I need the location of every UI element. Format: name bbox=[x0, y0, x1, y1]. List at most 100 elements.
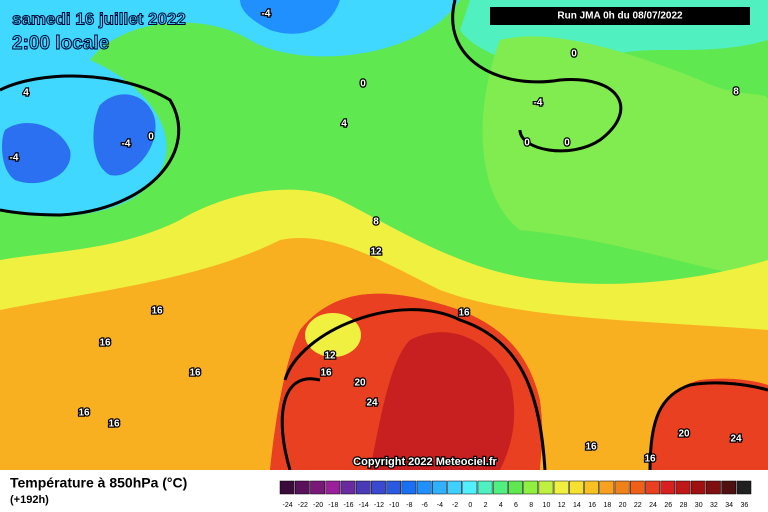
color-scale: -24 -22 -20 -18 -16 -14 -12 -10 -8 -6 -4 -2 0 2 4 6 8 10 1… bbox=[279, 480, 752, 509]
scale-label: 0 bbox=[468, 502, 472, 509]
scale-label: -6 bbox=[422, 502, 428, 509]
scale-label: 12 bbox=[558, 502, 566, 509]
scale-swatch bbox=[355, 480, 371, 495]
scale-swatch bbox=[294, 480, 310, 495]
scale-swatch bbox=[401, 480, 417, 495]
contour-label: 0 bbox=[360, 79, 366, 90]
scale-swatch bbox=[569, 480, 584, 495]
scale-swatch bbox=[645, 480, 660, 495]
scale-label: 2 bbox=[484, 502, 488, 509]
contour-line bbox=[451, 0, 623, 153]
scale-label: -20 bbox=[313, 502, 323, 509]
contour-label: 20 bbox=[678, 429, 690, 440]
contour-label: 4 bbox=[23, 88, 29, 99]
scale-swatch bbox=[310, 480, 325, 495]
scale-swatch bbox=[706, 480, 721, 495]
scale-label: 16 bbox=[588, 502, 596, 509]
scale-label: 24 bbox=[649, 502, 657, 509]
contour-label: -4 bbox=[534, 98, 543, 109]
scale-swatch bbox=[325, 480, 341, 495]
scale-label: 18 bbox=[603, 502, 611, 509]
scale-label: 20 bbox=[619, 502, 627, 509]
scale-swatch bbox=[386, 480, 402, 495]
scale-label: -2 bbox=[452, 502, 458, 509]
contour-label: -4 bbox=[262, 9, 271, 20]
cold-core bbox=[93, 94, 156, 176]
contour-label: 16 bbox=[151, 306, 163, 317]
scale-label: -12 bbox=[374, 502, 384, 509]
scale-swatch bbox=[340, 480, 356, 495]
scale-swatch bbox=[447, 480, 462, 495]
scale-swatch bbox=[553, 480, 569, 495]
contour-label: 0 bbox=[571, 49, 577, 60]
scale-label: -10 bbox=[389, 502, 399, 509]
scale-label: -24 bbox=[283, 502, 293, 509]
contour-label: 0 bbox=[148, 132, 154, 143]
scale-label: 34 bbox=[725, 502, 733, 509]
hot-core bbox=[370, 332, 515, 470]
scale-swatch bbox=[721, 480, 737, 495]
footer-title: Température à 850hPa (°C) bbox=[10, 475, 187, 491]
run-box bbox=[490, 7, 750, 25]
contour-label: 16 bbox=[99, 338, 111, 349]
scale-label: -4 bbox=[437, 502, 443, 509]
scale-swatch bbox=[462, 480, 478, 495]
scale-label: -18 bbox=[328, 502, 338, 509]
contour-label: 16 bbox=[320, 368, 332, 379]
scale-label: 32 bbox=[710, 502, 718, 509]
contour-label: 16 bbox=[644, 454, 656, 465]
contour-label: 24 bbox=[366, 398, 378, 409]
scale-label: 4 bbox=[499, 502, 503, 509]
scale-label: 8 bbox=[529, 502, 533, 509]
scale-label: -22 bbox=[298, 502, 308, 509]
contour-label: 24 bbox=[730, 434, 742, 445]
contour-label: 16 bbox=[189, 368, 201, 379]
hot-region bbox=[650, 378, 768, 470]
scale-swatch bbox=[538, 480, 554, 495]
contour-label: 8 bbox=[373, 217, 379, 228]
scale-swatch bbox=[614, 480, 630, 495]
scale-label: -8 bbox=[406, 502, 412, 509]
scale-label: 10 bbox=[543, 502, 551, 509]
scale-swatch bbox=[492, 480, 508, 495]
run-info: Run JMA 0h du 08/07/2022 bbox=[557, 11, 683, 22]
scale-swatch bbox=[660, 480, 676, 495]
scale-swatch bbox=[371, 480, 386, 495]
cold-core bbox=[240, 0, 340, 34]
scale-swatch bbox=[675, 480, 691, 495]
scale-swatch bbox=[508, 480, 523, 495]
scale-swatch bbox=[416, 480, 432, 495]
contour-line bbox=[0, 74, 181, 217]
date-title: samedi 16 juillet 2022 bbox=[12, 9, 186, 28]
contour-label: 0 bbox=[564, 138, 570, 149]
contour-label: 16 bbox=[78, 408, 90, 419]
scale-label: 26 bbox=[664, 502, 672, 509]
contour-label: 12 bbox=[370, 247, 382, 258]
mild-region bbox=[482, 36, 768, 280]
cold-core bbox=[2, 122, 71, 184]
scale-swatch bbox=[629, 480, 645, 495]
scale-label: 28 bbox=[680, 502, 688, 509]
scale-swatch bbox=[584, 480, 599, 495]
scale-swatch bbox=[690, 480, 706, 495]
scale-swatch bbox=[599, 480, 615, 495]
scale-label: -16 bbox=[343, 502, 353, 509]
contour-label: 4 bbox=[341, 119, 347, 130]
copyright: Copyright 2022 Meteociel.fr bbox=[353, 456, 497, 468]
contour-label: 16 bbox=[458, 308, 470, 319]
contour-label: 12 bbox=[324, 351, 336, 362]
contour-label: -4 bbox=[10, 153, 19, 164]
scale-swatch bbox=[523, 480, 539, 495]
scale-label: -14 bbox=[359, 502, 369, 509]
contour-line bbox=[280, 308, 547, 471]
scale-swatch bbox=[736, 480, 752, 495]
contour-label: 0 bbox=[524, 138, 530, 149]
scale-swatch bbox=[477, 480, 493, 495]
contour-label: 8 bbox=[733, 87, 739, 98]
scale-label: 36 bbox=[740, 502, 748, 509]
lead-time: (+192h) bbox=[10, 494, 49, 506]
scale-label: 30 bbox=[695, 502, 703, 509]
contour-label: 16 bbox=[108, 419, 120, 430]
